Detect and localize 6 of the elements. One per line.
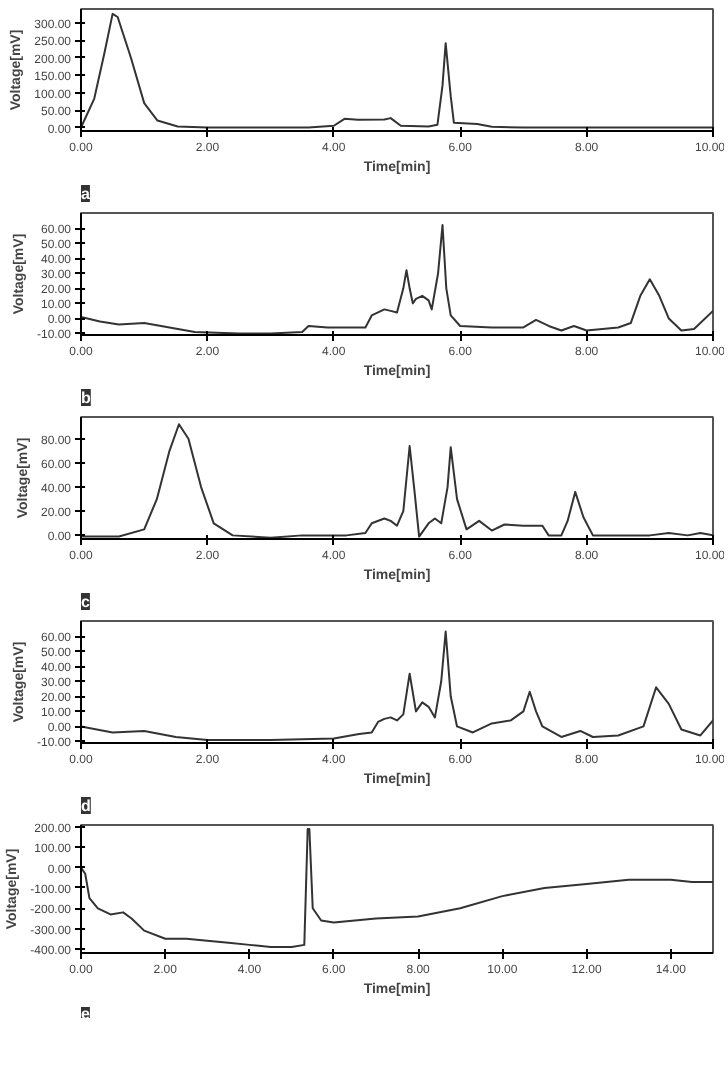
line-series <box>81 423 713 539</box>
text: c <box>81 593 91 611</box>
text: a <box>81 185 91 203</box>
line-series <box>81 828 713 948</box>
text: b <box>81 389 91 407</box>
text: d <box>81 797 91 815</box>
